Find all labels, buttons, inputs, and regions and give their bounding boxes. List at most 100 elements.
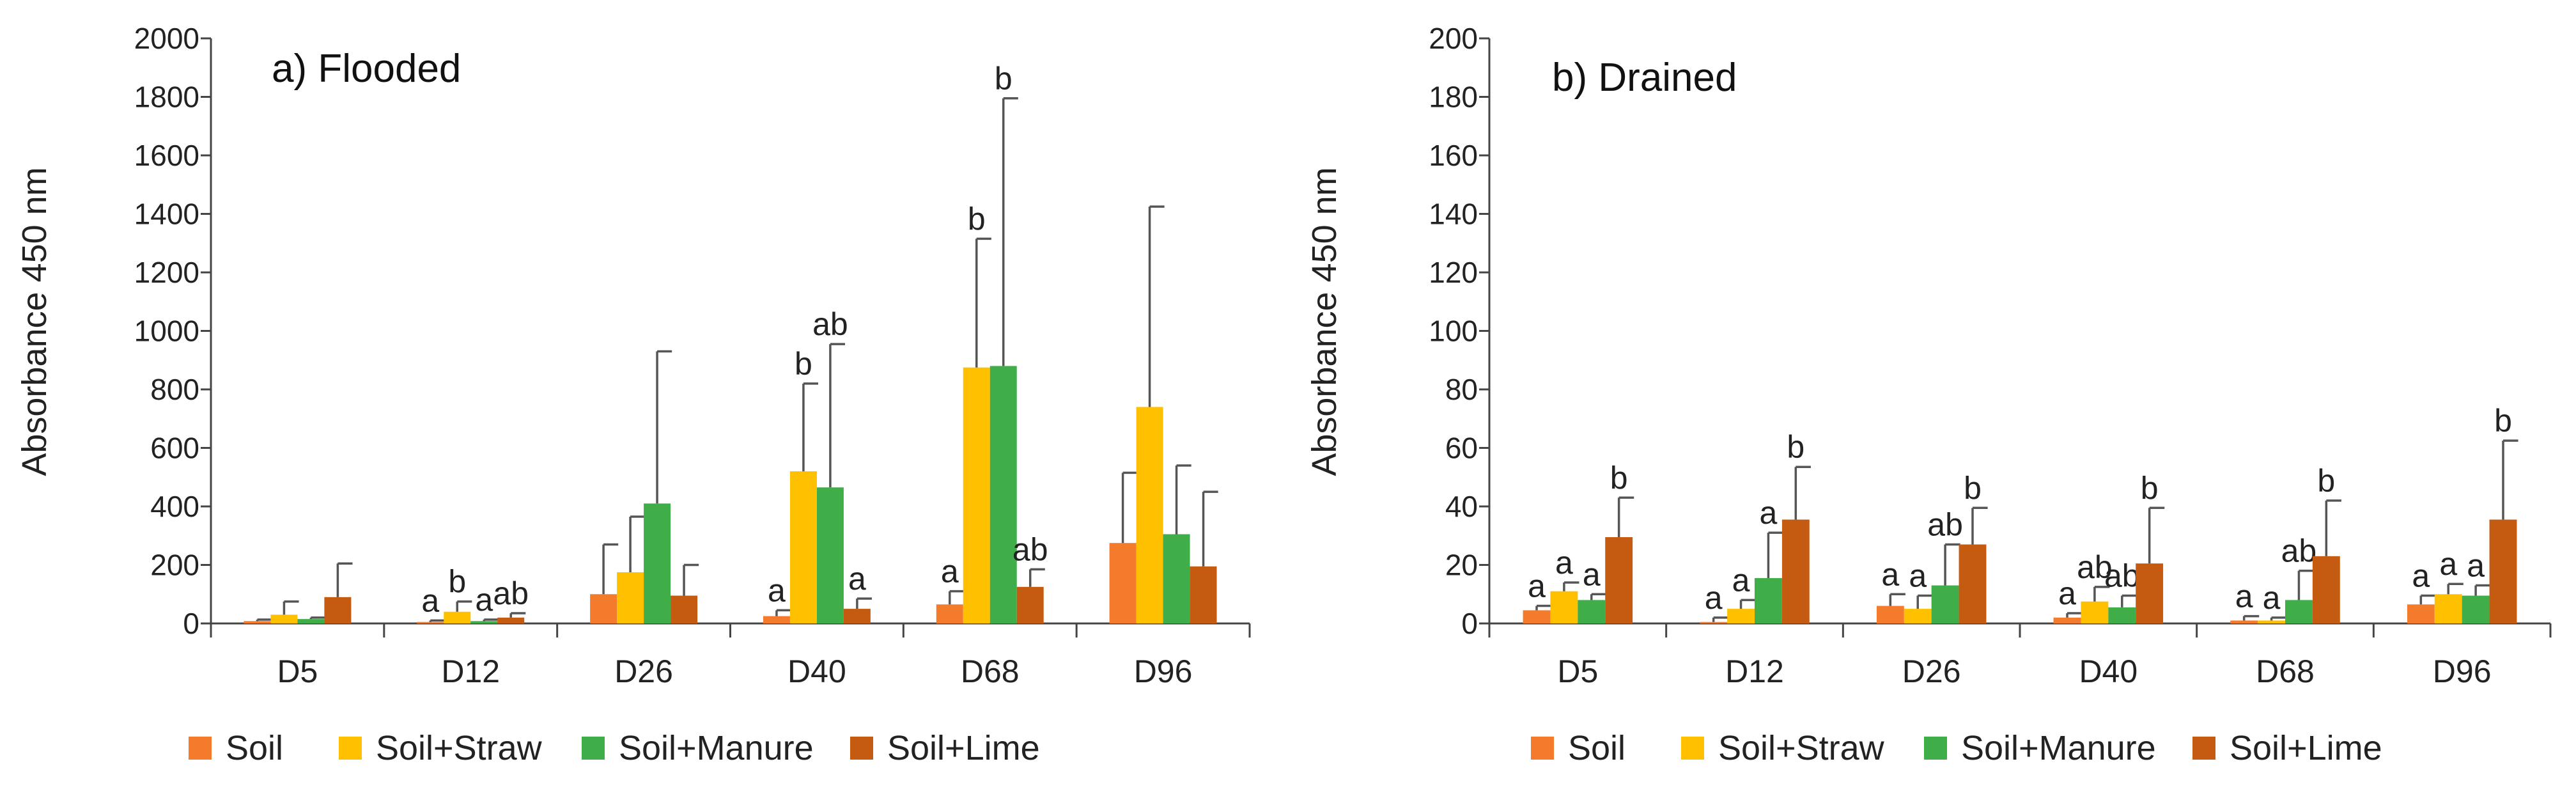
panel-a-significance-label: b bbox=[968, 201, 986, 237]
panel-b-bar bbox=[1605, 537, 1633, 623]
panel-a-y-tick-label: 1400 bbox=[134, 198, 199, 231]
panel-b-significance-label: b bbox=[1964, 470, 1982, 506]
panel-a-bar bbox=[1190, 566, 1217, 623]
panel-a-category-label: D40 bbox=[788, 653, 846, 689]
panel-b-y-tick-label: 60 bbox=[1445, 432, 1478, 465]
panel-a-y-tick-label: 600 bbox=[150, 432, 199, 465]
panel-b-y-tick-label: 40 bbox=[1445, 490, 1478, 523]
panel-b-significance-label: a bbox=[1881, 556, 1899, 592]
panel-b-bar bbox=[2407, 604, 2435, 623]
panel-b-y-tick-label: 160 bbox=[1429, 139, 1478, 172]
panel-a-y-tick-label: 1000 bbox=[134, 315, 199, 348]
panel-a-significance-label: a bbox=[768, 572, 786, 608]
panel-b-significance-label: a bbox=[2439, 546, 2457, 582]
panel-a-legend-label: Soil bbox=[226, 729, 283, 767]
panel-b-significance-label: a bbox=[1528, 568, 1546, 604]
panel-a-bar bbox=[444, 611, 471, 623]
panel-b-y-tick-label: 80 bbox=[1445, 373, 1478, 406]
panel-b-y-tick-label: 180 bbox=[1429, 81, 1478, 114]
panel-a-category-label: D5 bbox=[277, 653, 318, 689]
panel-b-bar bbox=[1523, 610, 1551, 623]
panel-b-legend-swatch bbox=[1681, 737, 1704, 760]
panel-a-y-tick-label: 800 bbox=[150, 373, 199, 406]
panel-b-legend-label: Soil bbox=[1568, 729, 1626, 767]
panel-a-category-label: D26 bbox=[614, 653, 673, 689]
panel-b-category-label: D96 bbox=[2433, 653, 2492, 689]
panel-a-bar bbox=[617, 572, 644, 623]
panel-a-bar bbox=[789, 471, 817, 623]
panel-b-significance-label: a bbox=[2412, 558, 2430, 594]
panel-b-ylabel: Absorbance 450 nm bbox=[1305, 167, 1344, 476]
panel-b-significance-label: a bbox=[1705, 580, 1723, 616]
panel-b-significance-label: a bbox=[1732, 562, 1750, 598]
panel-b-bar bbox=[1781, 519, 1810, 623]
panel-a-legend-swatch bbox=[850, 737, 873, 760]
panel-b-significance-label: b bbox=[1787, 429, 1804, 465]
panel-a-bar bbox=[270, 614, 298, 623]
panel-a-significance-label: ab bbox=[812, 306, 848, 342]
panel-b-significance-label: ab bbox=[2077, 549, 2113, 585]
panel-b-bar bbox=[2285, 600, 2313, 623]
panel-b-significance-label: a bbox=[1909, 558, 1927, 594]
panel-a-significance-label: b bbox=[448, 564, 466, 600]
panel-b-significance-label: a bbox=[2467, 548, 2485, 584]
panel-a-legend: Soil Soil+Straw Soil+Manure Soil+Lime bbox=[189, 729, 1040, 767]
panel-a-y-tick-label: 200 bbox=[150, 549, 199, 582]
panel-b-y-tick-label: 120 bbox=[1429, 256, 1478, 289]
panel-a-bar bbox=[671, 595, 698, 623]
panel-a-bar bbox=[497, 617, 525, 623]
panel-b-legend: Soil Soil+Straw Soil+Manure Soil+Lime bbox=[1531, 729, 2382, 767]
panel-a-significance-label: a bbox=[475, 582, 493, 618]
panel-b-significance-label: a bbox=[1760, 495, 1778, 531]
panel-b-bar bbox=[1904, 609, 1932, 623]
panel-a-y-tick-label: 1800 bbox=[134, 81, 199, 114]
panel-b-bar bbox=[2053, 617, 2081, 623]
panel-b-bar bbox=[1700, 622, 1728, 623]
panel-a-bar bbox=[1109, 543, 1137, 623]
panel-b-bar bbox=[1931, 585, 1959, 623]
panel-a-significance-label: b bbox=[995, 61, 1013, 97]
panel-b-bar bbox=[1550, 591, 1578, 623]
panel-a-bar bbox=[989, 366, 1017, 623]
panel-a-y-tick-label: 2000 bbox=[134, 22, 199, 55]
panel-a-bar bbox=[843, 609, 871, 623]
panel-a-legend-swatch bbox=[339, 737, 362, 760]
panel-a-bar bbox=[417, 622, 444, 623]
panel-b-bar bbox=[1727, 609, 1755, 623]
panel-b-bar bbox=[2230, 620, 2258, 623]
panel-a-bar bbox=[963, 367, 990, 623]
panel-a-y-tick-label: 1600 bbox=[134, 139, 199, 172]
panel-b-legend-swatch bbox=[2192, 737, 2215, 760]
panel-b-legend-swatch bbox=[1531, 737, 1554, 760]
panel-a-title: a) Flooded bbox=[272, 47, 461, 91]
panel-a-legend-swatch bbox=[582, 737, 605, 760]
panel-b-legend-swatch bbox=[1924, 737, 1947, 760]
panel-b-bar bbox=[1578, 600, 1606, 623]
panel-b-bar bbox=[2081, 601, 2109, 623]
panel-a-bar bbox=[590, 594, 617, 623]
panel-a-bar bbox=[324, 597, 352, 623]
panel-b-bar bbox=[2462, 595, 2490, 623]
panel-a-bar bbox=[644, 503, 671, 623]
panel-b-significance-label: b bbox=[2141, 470, 2159, 506]
panel-a-bar bbox=[1163, 534, 1190, 623]
panel-b-category-label: D26 bbox=[1902, 653, 1961, 689]
panel-a-category-label: D96 bbox=[1134, 653, 1193, 689]
panel-b-significance-label: b bbox=[1610, 460, 1628, 496]
panel-b-significance-label: a bbox=[2235, 579, 2253, 614]
panel-b-category-label: D12 bbox=[1725, 653, 1784, 689]
panel-a-bar bbox=[470, 621, 498, 623]
panel-a-bar bbox=[1016, 586, 1044, 623]
panel-a-significance-label: a bbox=[421, 583, 439, 618]
panel-b-bar bbox=[2108, 607, 2136, 623]
panel-b-category-label: D5 bbox=[1557, 653, 1598, 689]
panel-a-bar bbox=[763, 616, 790, 623]
panel-b-significance-label: a bbox=[1555, 545, 1573, 581]
panel-a-y-tick-label: 0 bbox=[183, 607, 199, 640]
panel-a-y-tick-label: 1200 bbox=[134, 256, 199, 289]
panel-b-category-label: D68 bbox=[2256, 653, 2315, 689]
panel-b-y-tick-label: 20 bbox=[1445, 549, 1478, 582]
panel-b-significance-label: a bbox=[2058, 575, 2076, 611]
